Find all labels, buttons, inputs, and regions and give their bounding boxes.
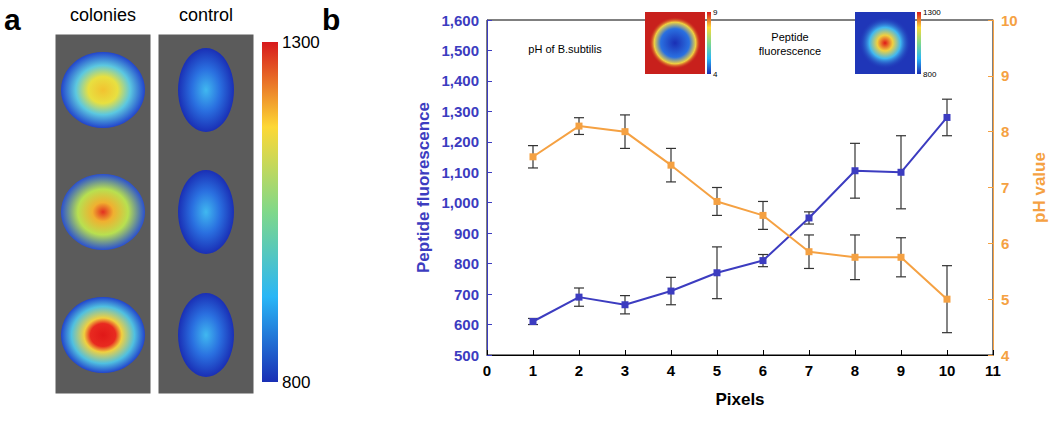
svg-text:800: 800 [282, 373, 310, 392]
svg-text:700: 700 [454, 286, 479, 303]
svg-text:control: control [179, 5, 233, 25]
svg-text:1300: 1300 [282, 33, 320, 52]
svg-text:Pixels: Pixels [715, 390, 764, 409]
svg-text:1,100: 1,100 [441, 164, 479, 181]
svg-text:9: 9 [897, 362, 905, 379]
svg-text:7: 7 [1001, 179, 1009, 196]
svg-text:4: 4 [1001, 347, 1010, 364]
svg-text:11: 11 [985, 362, 1001, 379]
svg-text:10: 10 [1001, 12, 1018, 29]
svg-text:9: 9 [713, 8, 718, 17]
svg-text:500: 500 [454, 347, 479, 364]
svg-text:8: 8 [1001, 123, 1009, 140]
svg-text:600: 600 [454, 316, 479, 333]
svg-text:colonies: colonies [70, 5, 136, 25]
svg-text:2: 2 [575, 362, 583, 379]
svg-text:a: a [4, 3, 21, 36]
svg-text:4: 4 [713, 70, 718, 79]
svg-text:1,200: 1,200 [441, 133, 479, 150]
svg-text:800: 800 [454, 255, 479, 272]
svg-text:3: 3 [621, 362, 629, 379]
svg-text:1,300: 1,300 [441, 103, 479, 120]
svg-text:Peptide: Peptide [771, 31, 808, 43]
svg-text:6: 6 [1001, 235, 1009, 252]
svg-text:9: 9 [1001, 67, 1009, 84]
svg-text:5: 5 [1001, 291, 1009, 308]
svg-text:1,500: 1,500 [441, 42, 479, 59]
svg-text:1,600: 1,600 [441, 12, 479, 29]
svg-text:1,400: 1,400 [441, 72, 479, 89]
svg-text:7: 7 [805, 362, 813, 379]
svg-text:1: 1 [529, 362, 537, 379]
svg-text:pH value: pH value [1030, 152, 1049, 223]
svg-text:b: b [322, 3, 340, 36]
svg-text:pH of B.subtilis: pH of B.subtilis [528, 43, 602, 55]
svg-text:6: 6 [759, 362, 767, 379]
svg-text:8: 8 [851, 362, 859, 379]
svg-text:4: 4 [667, 362, 676, 379]
svg-text:Peptide fluorescence: Peptide fluorescence [414, 102, 433, 273]
svg-text:fluorescence: fluorescence [759, 45, 821, 57]
svg-text:1,000: 1,000 [441, 194, 479, 211]
svg-text:1300: 1300 [923, 8, 941, 17]
svg-text:0: 0 [483, 362, 491, 379]
svg-text:800: 800 [923, 70, 937, 79]
svg-text:5: 5 [713, 362, 721, 379]
svg-text:10: 10 [939, 362, 956, 379]
svg-text:900: 900 [454, 225, 479, 242]
